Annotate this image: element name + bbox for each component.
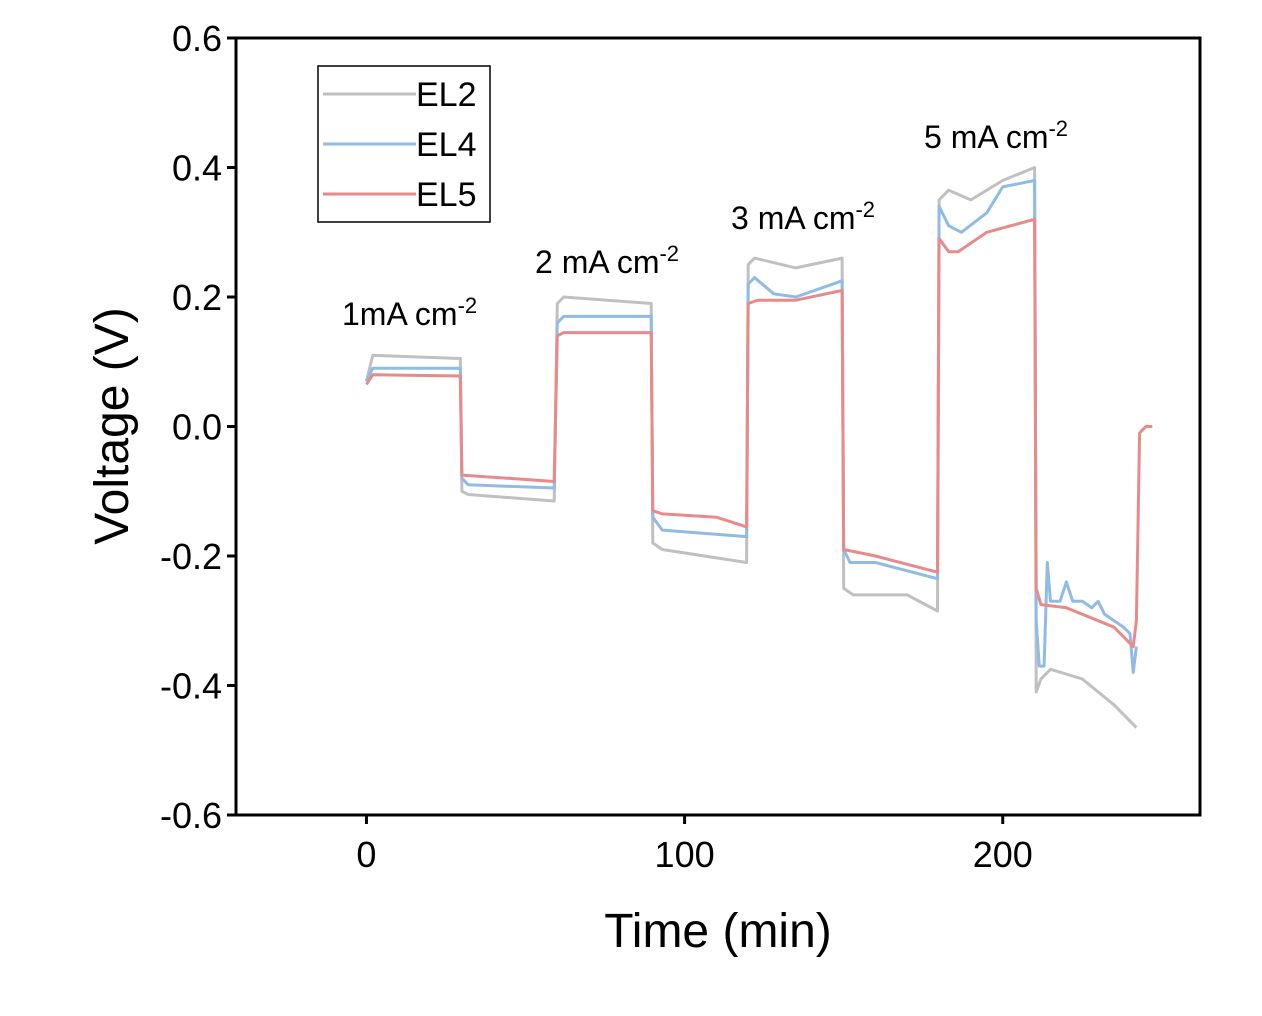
annotation-text: 1mA cm bbox=[342, 296, 458, 332]
y-tick-label: -0.6 bbox=[160, 795, 222, 836]
annotation-sup: -2 bbox=[458, 293, 478, 318]
y-axis-title: Voltage (V) bbox=[86, 307, 139, 544]
plot-frame bbox=[234, 36, 1202, 817]
annotation: 5 mA cm-2 bbox=[924, 116, 1068, 155]
annotation: 3 mA cm-2 bbox=[731, 197, 875, 236]
annotation-sup: -2 bbox=[1048, 116, 1068, 141]
annotation-text: 2 mA cm bbox=[535, 244, 659, 280]
x-tick-label: 100 bbox=[655, 834, 715, 875]
legend-label: EL4 bbox=[416, 126, 477, 164]
y-tick-label: 0.4 bbox=[172, 148, 222, 189]
y-tick-label: 0.2 bbox=[172, 277, 222, 318]
series-line bbox=[365, 217, 1153, 649]
series-line bbox=[365, 179, 1138, 674]
legend-label: EL5 bbox=[416, 176, 477, 214]
x-tick-label: 200 bbox=[973, 834, 1033, 875]
annotation-sup: -2 bbox=[659, 241, 679, 266]
annotation: 2 mA cm-2 bbox=[535, 241, 679, 280]
annotation-sup: -2 bbox=[855, 197, 875, 222]
series-line bbox=[364, 166, 1138, 729]
annotation-text: 3 mA cm bbox=[731, 200, 855, 236]
y-tick-label: -0.2 bbox=[160, 536, 222, 577]
x-axis-title: Time (min) bbox=[604, 905, 832, 958]
y-tick-label: 0.0 bbox=[172, 407, 222, 448]
y-tick-label: -0.4 bbox=[160, 666, 222, 707]
annotation-text: 5 mA cm bbox=[924, 119, 1048, 155]
annotation: 1mA cm-2 bbox=[342, 293, 477, 332]
x-tick-label: 0 bbox=[356, 834, 376, 875]
y-tick-label: 0.6 bbox=[172, 18, 222, 59]
legend-label: EL2 bbox=[416, 76, 477, 114]
